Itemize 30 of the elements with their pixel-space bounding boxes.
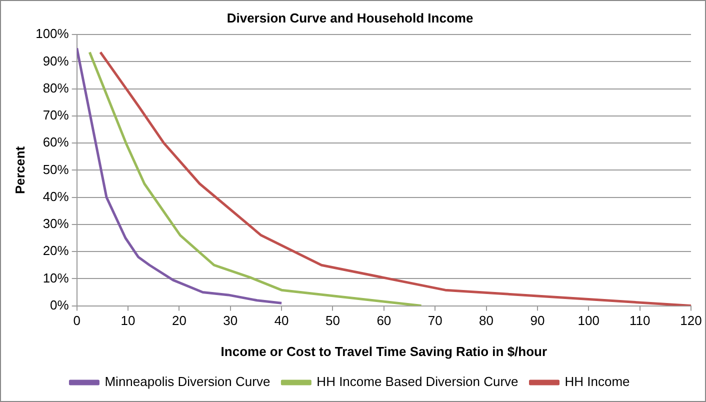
y-tick-label: 90% — [42, 53, 70, 68]
y-tick-label: 0% — [50, 297, 70, 312]
x-axis-title: Income or Cost to Travel Time Saving Ratio in $/hour — [220, 344, 548, 359]
x-tick-label: 10 — [120, 313, 136, 328]
y-tick-label: 30% — [42, 216, 70, 232]
y-tick-label: 10% — [42, 270, 70, 286]
x-tick-label: 80 — [479, 313, 494, 328]
y-tick-label: 100% — [36, 26, 70, 42]
y-tick-label: 60% — [42, 134, 70, 150]
x-tick-label: 100 — [578, 313, 600, 328]
x-tick-label: 60 — [376, 313, 392, 328]
y-tick-label: 70% — [42, 108, 70, 123]
y-tick-label: 50% — [42, 162, 70, 177]
y-tick-label: 40% — [42, 188, 70, 204]
legend-label: HH Income — [564, 374, 630, 390]
x-tick-label: 90 — [530, 313, 545, 328]
x-tick-label: 30 — [223, 313, 238, 328]
x-tick-label: 110 — [629, 313, 650, 328]
y-tick-label: 80% — [42, 80, 70, 96]
x-tick-label: 40 — [274, 313, 289, 328]
x-tick-label: 70 — [428, 313, 442, 328]
chart-title: Diversion Curve and Household Income — [226, 10, 474, 26]
x-tick-label: 50 — [326, 313, 340, 328]
legend-label: Minneapolis Diversion Curve — [104, 374, 270, 390]
x-tick-label: 0 — [73, 313, 80, 328]
legend-label: HH Income Based Diversion Curve — [316, 374, 518, 390]
y-tick-label: 20% — [42, 243, 70, 258]
y-axis-title: Percent — [12, 146, 28, 194]
x-tick-label: 120 — [680, 313, 702, 328]
x-tick-label: 20 — [172, 313, 186, 328]
